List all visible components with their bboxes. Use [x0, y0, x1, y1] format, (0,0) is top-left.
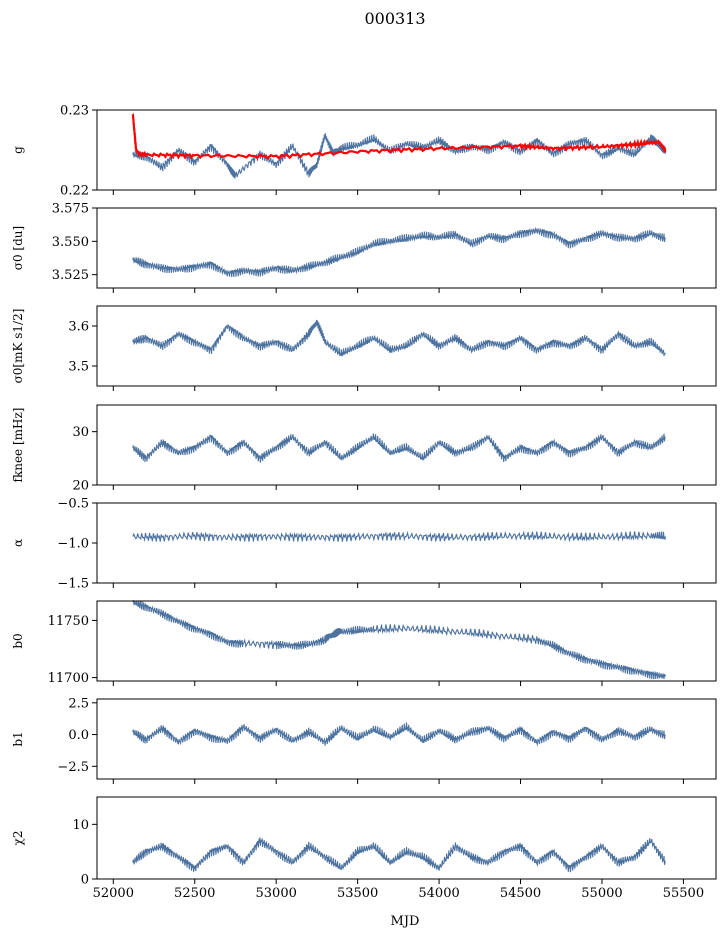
y-axis-label-4: fknee [mHz] — [11, 408, 25, 483]
panel-frame-6 — [96, 600, 717, 682]
y-tick-label-7-1: −2.5 — [57, 760, 89, 775]
y-tick-label-3-2: 3.6 — [68, 320, 89, 335]
y-axis-label-6: b0 — [11, 633, 25, 648]
series-line-5-1 — [132, 530, 667, 543]
panel-frame-1 — [96, 109, 717, 191]
x-tick-label-6: 54500 — [500, 886, 541, 901]
panel-1: 0.22 0.23 g — [11, 104, 717, 199]
panel-frame-2 — [96, 207, 717, 289]
panel-frame-5 — [96, 502, 717, 584]
y-axis-label-1: g — [11, 146, 25, 154]
panel-2: 3.525 3.550 3.575 σ0 [du] — [11, 202, 717, 293]
panel-4: 20 30 fknee [mHz] — [11, 404, 717, 494]
y-tick-label-8-1: 0 — [81, 873, 89, 888]
x-tick-label-8: 55500 — [663, 886, 704, 901]
x-tick-label-1: 52000 — [93, 886, 134, 901]
y-tick-label-7-2: 0.0 — [68, 728, 89, 743]
panel-frame-8 — [96, 796, 717, 880]
y-axis-label-3: σ0[mK s1/2] — [11, 309, 25, 384]
y-tick-label-6-1: 11700 — [48, 671, 89, 686]
series-line-7-1 — [132, 722, 666, 747]
x-axis-label: MJD — [391, 914, 420, 929]
y-axis-label-5: α — [11, 539, 25, 547]
panel-8: 0 10 52000 52500 53000 53500 54000 54500 55000 55… — [11, 796, 717, 901]
series-line-4-1 — [132, 433, 666, 463]
panel-5: −1.5 −1.0 −0.5 α — [11, 497, 717, 592]
y-axis-label-2: σ0 [du] — [11, 226, 25, 270]
x-tick-label-3: 53000 — [256, 886, 297, 901]
y-tick-label-5-3: −0.5 — [57, 497, 89, 512]
figure-title: 000313 — [364, 9, 425, 28]
panel-7: −2.5 0.0 2.5 b1 — [11, 696, 717, 784]
x-tick-label-2: 52500 — [174, 886, 215, 901]
y-tick-label-2-3: 3.575 — [52, 202, 89, 217]
y-tick-label-4-2: 30 — [72, 425, 89, 440]
panel-frame-4 — [96, 404, 717, 486]
series-line-3-1 — [132, 319, 666, 357]
y-tick-label-4-1: 20 — [72, 479, 89, 494]
y-tick-label-5-2: −1.0 — [57, 537, 89, 552]
x-tick-label-4: 53500 — [337, 886, 378, 901]
panel-frame-7 — [96, 698, 717, 780]
x-tick-label-5: 54000 — [418, 886, 459, 901]
panel-6: 11700 11750 b0 — [11, 599, 717, 686]
y-tick-label-7-3: 2.5 — [68, 696, 89, 711]
y-tick-label-3-1: 3.5 — [68, 360, 89, 375]
y-tick-label-8-2: 10 — [72, 818, 89, 833]
y-tick-label-1-1: 0.22 — [60, 184, 89, 199]
y-tick-label-1-2: 0.23 — [60, 104, 89, 119]
x-tick-label-7: 55000 — [581, 886, 622, 901]
series-line-1-2 — [131, 113, 667, 160]
series-line-8-1 — [132, 837, 666, 873]
y-tick-label-2-1: 3.525 — [52, 268, 89, 283]
series-line-6-1 — [132, 599, 667, 680]
y-axis-label-8: χ2 — [11, 831, 25, 846]
panel-frame-3 — [96, 305, 717, 387]
y-axis-label-7: b1 — [11, 731, 25, 746]
y-tick-label-5-1: −1.5 — [57, 577, 89, 592]
y-tick-label-2-2: 3.550 — [52, 235, 89, 250]
panel-3: 3.5 3.6 σ0[mK s1/2] — [11, 305, 717, 391]
y-tick-label-6-2: 11750 — [48, 614, 89, 629]
series-line-2-1 — [132, 226, 666, 277]
